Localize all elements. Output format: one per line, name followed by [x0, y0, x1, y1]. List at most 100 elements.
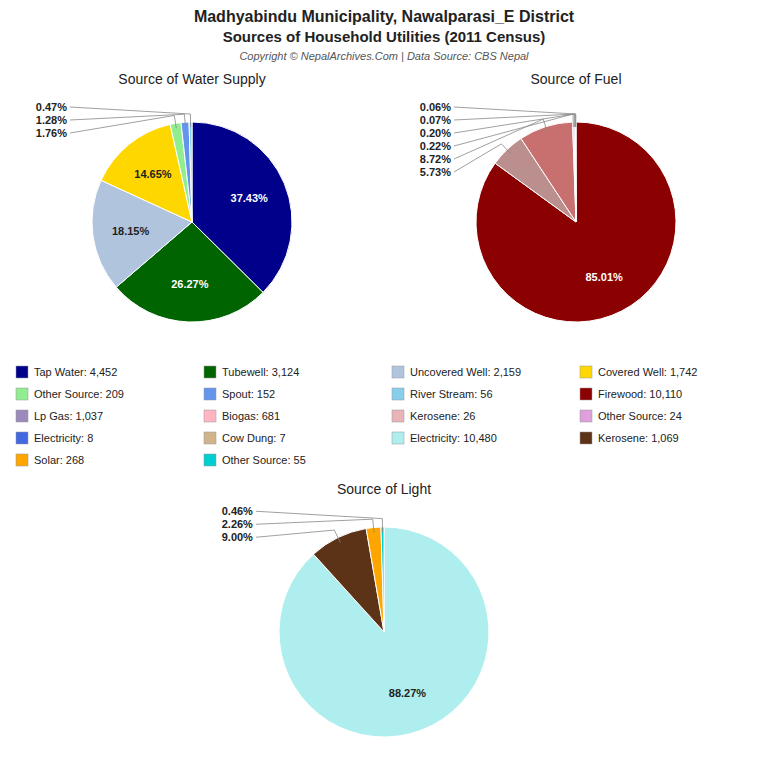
data-label: 2.26%	[222, 518, 253, 530]
data-label: 0.06%	[420, 101, 451, 113]
legend-item: Covered Well: 1,742	[580, 366, 697, 378]
pie-panel: Source of Fuel 85.01% 0.06%0.07%0.20%0.22%…	[420, 71, 676, 322]
slices	[476, 122, 676, 322]
data-label: 26.27%	[171, 278, 209, 290]
legend-swatch	[204, 410, 216, 422]
data-label: 0.20%	[420, 127, 451, 139]
legend-label: Uncovered Well: 2,159	[410, 366, 521, 378]
chart-container: Madhyabindu Municipality, Nawalparasi_E …	[0, 0, 768, 768]
legend-swatch	[204, 388, 216, 400]
data-labels: 85.01%0.06%0.07%0.20%0.22%8.72%5.73%	[420, 101, 623, 283]
legend-item: Tubewell: 3,124	[204, 366, 299, 378]
legend-swatch	[16, 410, 28, 422]
data-label: 1.76%	[36, 127, 67, 139]
legend-label: Other Source: 209	[34, 388, 124, 400]
legend-item: Kerosene: 26	[392, 410, 475, 422]
title: Madhyabindu Municipality, Nawalparasi_E …	[194, 8, 575, 25]
legend-label: Cow Dung: 7	[222, 432, 286, 444]
legend-swatch	[392, 410, 404, 422]
pie-slice	[573, 122, 576, 222]
legend-item: Biogas: 681	[204, 410, 280, 422]
legend-label: Kerosene: 1,069	[598, 432, 679, 444]
chart-svg: Madhyabindu Municipality, Nawalparasi_E …	[0, 0, 768, 768]
leader-line	[70, 107, 191, 127]
legend-item: Firewood: 10,110	[580, 388, 682, 400]
subtitle: Sources of Household Utilities (2011 Cen…	[223, 28, 546, 45]
data-label: 8.72%	[420, 153, 451, 165]
legend-label: Firewood: 10,110	[598, 388, 682, 400]
leader-line	[256, 519, 374, 533]
pie-title: Source of Light	[337, 481, 431, 497]
legend-label: Electricity: 10,480	[410, 432, 497, 444]
data-label: 37.43%	[231, 192, 269, 204]
data-labels: 88.27%0.46%2.26%9.00%	[222, 505, 427, 698]
pie-slice	[381, 527, 384, 632]
pie-slice	[170, 123, 192, 222]
pie-slice	[476, 122, 676, 322]
pie-title: Source of Fuel	[530, 71, 621, 87]
leader-line	[256, 511, 383, 532]
pie-slice	[521, 122, 576, 222]
pie: 88.27%0.46%2.26%9.00%	[222, 505, 489, 737]
pie-slice	[279, 527, 489, 737]
legend-label: River Stream: 56	[410, 388, 493, 400]
leader-line	[454, 119, 547, 159]
leader-line	[454, 114, 573, 146]
slices	[279, 527, 489, 737]
data-label: 0.07%	[420, 114, 451, 126]
legend: Tap Water: 4,452 Tubewell: 3,124 Uncovered…	[16, 366, 697, 466]
pie-slice	[181, 122, 192, 222]
pie-title: Source of Water Supply	[118, 71, 265, 87]
data-label: 0.46%	[222, 505, 253, 517]
legend-label: Kerosene: 26	[410, 410, 475, 422]
leader-line	[70, 115, 176, 133]
pie-slice	[189, 122, 192, 222]
legend-label: Solar: 268	[34, 454, 84, 466]
legend-item: Tap Water: 4,452	[16, 366, 117, 378]
leader-line	[454, 114, 575, 127]
pie-slice	[575, 122, 577, 222]
legend-label: Biogas: 681	[222, 410, 280, 422]
pie-slice	[366, 527, 384, 632]
legend-item: Other Source: 24	[580, 410, 682, 422]
pie-slice	[575, 122, 576, 222]
legend-swatch	[392, 388, 404, 400]
legend-swatch	[16, 388, 28, 400]
legend-swatch	[204, 432, 216, 444]
legend-item: Spout: 152	[204, 388, 275, 400]
legend-swatch	[580, 410, 592, 422]
legend-item: River Stream: 56	[392, 388, 493, 400]
legend-label: Tubewell: 3,124	[222, 366, 299, 378]
legend-swatch	[580, 388, 592, 400]
legend-swatch	[392, 366, 404, 378]
legend-item: Cow Dung: 7	[204, 432, 286, 444]
header: Madhyabindu Municipality, Nawalparasi_E …	[194, 8, 575, 62]
data-labels: 37.43%26.27%18.15%14.65%0.47%1.28%1.76%	[36, 101, 268, 290]
legend-swatch	[204, 366, 216, 378]
legend-label: Lp Gas: 1,037	[34, 410, 103, 422]
legend-item: Electricity: 10,480	[392, 432, 497, 444]
legend-label: Other Source: 24	[598, 410, 682, 422]
leader-line	[454, 144, 510, 172]
legend-item: Solar: 268	[16, 454, 84, 466]
legend-item: Other Source: 209	[16, 388, 124, 400]
pie: 37.43%26.27%18.15%14.65%0.47%1.28%1.76%	[36, 101, 292, 322]
pie: 85.01%0.06%0.07%0.20%0.22%8.72%5.73%	[420, 101, 676, 322]
legend-item: Lp Gas: 1,037	[16, 410, 103, 422]
legend-item: Uncovered Well: 2,159	[392, 366, 521, 378]
leader-line	[256, 530, 340, 542]
slices	[92, 122, 292, 322]
pie-panel: Source of Water Supply37.43%26.27%18.15%…	[36, 71, 292, 322]
legend-swatch	[204, 454, 216, 466]
data-label: 14.65%	[134, 168, 172, 180]
legend-item: Other Source: 55	[204, 454, 306, 466]
data-label: 9.00%	[222, 531, 253, 543]
legend-swatch	[392, 432, 404, 444]
legend-label: Electricity: 8	[34, 432, 93, 444]
data-label: 1.28%	[36, 114, 67, 126]
data-label: 85.01%	[585, 271, 623, 283]
legend-swatch	[580, 366, 592, 378]
pie-slice	[574, 122, 576, 222]
legend-label: Tap Water: 4,452	[34, 366, 117, 378]
data-label: 0.22%	[420, 140, 451, 152]
